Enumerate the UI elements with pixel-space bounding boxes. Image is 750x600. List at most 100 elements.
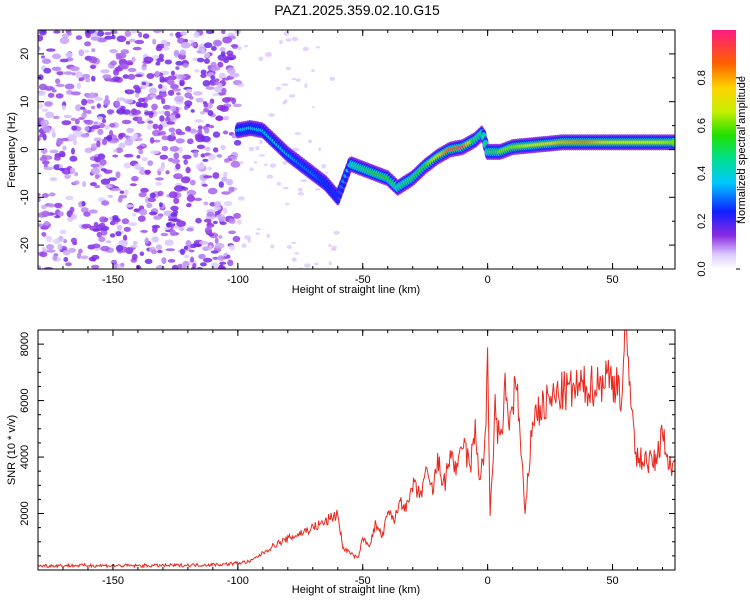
noise-blob xyxy=(46,48,56,52)
noise-blob xyxy=(173,152,180,160)
noise-blob xyxy=(228,218,236,224)
noise-blob xyxy=(211,46,217,51)
noise-blob xyxy=(204,126,210,134)
noise-blob xyxy=(238,161,244,164)
noise-blob xyxy=(258,154,266,157)
noise-blob xyxy=(153,30,162,34)
noise-blob xyxy=(164,239,174,246)
noise-blob xyxy=(138,149,144,155)
noise-blob xyxy=(288,94,296,98)
noise-blob xyxy=(159,75,165,83)
noise-blob xyxy=(63,71,73,75)
noise-blob xyxy=(237,83,244,87)
noise-blob xyxy=(65,262,72,267)
x-tick-label: -150 xyxy=(102,274,124,286)
noise-blob xyxy=(214,211,221,215)
noise-blob xyxy=(308,139,312,144)
noise-blob xyxy=(55,78,61,84)
noise-blob xyxy=(124,189,129,196)
noise-blob xyxy=(113,149,118,153)
noise-blob xyxy=(180,41,191,49)
noise-blob xyxy=(56,236,65,243)
noise-blob xyxy=(171,158,180,164)
noise-blob xyxy=(38,135,41,142)
noise-blob xyxy=(58,167,65,171)
noise-blob xyxy=(279,39,283,45)
noise-blob xyxy=(85,93,93,99)
noise-blob xyxy=(115,147,124,154)
noise-blob xyxy=(48,203,55,208)
noise-blob xyxy=(173,173,183,180)
noise-blob xyxy=(229,72,240,78)
noise-blob xyxy=(214,78,220,82)
noise-blob xyxy=(88,56,98,64)
noise-blob xyxy=(189,243,197,249)
noise-blob xyxy=(218,216,226,222)
noise-blob xyxy=(91,75,96,82)
noise-blob xyxy=(314,188,321,191)
noise-blob xyxy=(193,91,203,96)
noise-blob xyxy=(115,231,122,237)
noise-blob xyxy=(67,31,72,36)
noise-blob xyxy=(159,115,165,122)
noise-blob xyxy=(42,193,49,198)
noise-blob xyxy=(94,97,103,101)
noise-blob xyxy=(62,145,67,151)
noise-blob xyxy=(123,234,128,242)
noise-blob xyxy=(64,83,75,90)
noise-blob xyxy=(80,106,86,110)
noise-blob xyxy=(99,159,107,166)
noise-blob xyxy=(59,58,69,63)
noise-blob xyxy=(93,121,98,125)
noise-blob xyxy=(91,264,100,269)
noise-blob xyxy=(133,208,140,212)
noise-blob xyxy=(221,177,228,182)
noise-blob xyxy=(198,240,209,245)
noise-blob xyxy=(173,185,184,192)
spectrogram-ridge xyxy=(234,120,675,206)
noise-blob xyxy=(294,252,299,255)
noise-blob xyxy=(76,82,82,90)
chart-title: PAZ1.2025.359.02.10.G15 xyxy=(274,2,440,18)
noise-blob xyxy=(104,124,110,130)
noise-blob xyxy=(53,30,61,34)
noise-blob xyxy=(167,259,176,263)
noise-blob xyxy=(256,228,262,231)
noise-blob xyxy=(70,213,77,220)
noise-blob xyxy=(144,258,153,264)
noise-blob xyxy=(123,153,134,158)
noise-blob xyxy=(207,187,218,195)
noise-blob xyxy=(180,31,188,36)
noise-blob xyxy=(214,237,219,244)
noise-blob xyxy=(318,147,322,152)
noise-blob xyxy=(222,36,233,44)
noise-blob xyxy=(266,233,271,238)
noise-blob xyxy=(81,223,92,229)
noise-blob xyxy=(138,192,147,198)
noise-blob xyxy=(205,86,215,90)
noise-blob xyxy=(196,50,202,54)
noise-blob xyxy=(80,133,90,138)
noise-blob xyxy=(69,167,76,174)
noise-blob xyxy=(123,99,134,104)
noise-blob xyxy=(130,244,138,248)
noise-blob xyxy=(182,260,190,268)
noise-blob xyxy=(179,227,185,232)
noise-blob xyxy=(41,147,48,154)
noise-blob xyxy=(209,202,216,207)
noise-blob xyxy=(213,147,219,153)
noise-blob xyxy=(137,103,146,108)
noise-blob xyxy=(325,171,329,174)
noise-blob xyxy=(125,40,131,45)
noise-blob xyxy=(112,215,119,220)
noise-blob xyxy=(276,181,282,186)
noise-blob xyxy=(122,109,131,115)
noise-blob xyxy=(194,197,203,201)
noise-blob xyxy=(295,78,301,82)
noise-blob xyxy=(175,66,180,70)
noise-blob xyxy=(160,232,169,237)
noise-blob xyxy=(57,243,63,251)
noise-blob xyxy=(214,201,222,208)
noise-blob xyxy=(212,172,220,179)
noise-blob xyxy=(223,201,233,207)
